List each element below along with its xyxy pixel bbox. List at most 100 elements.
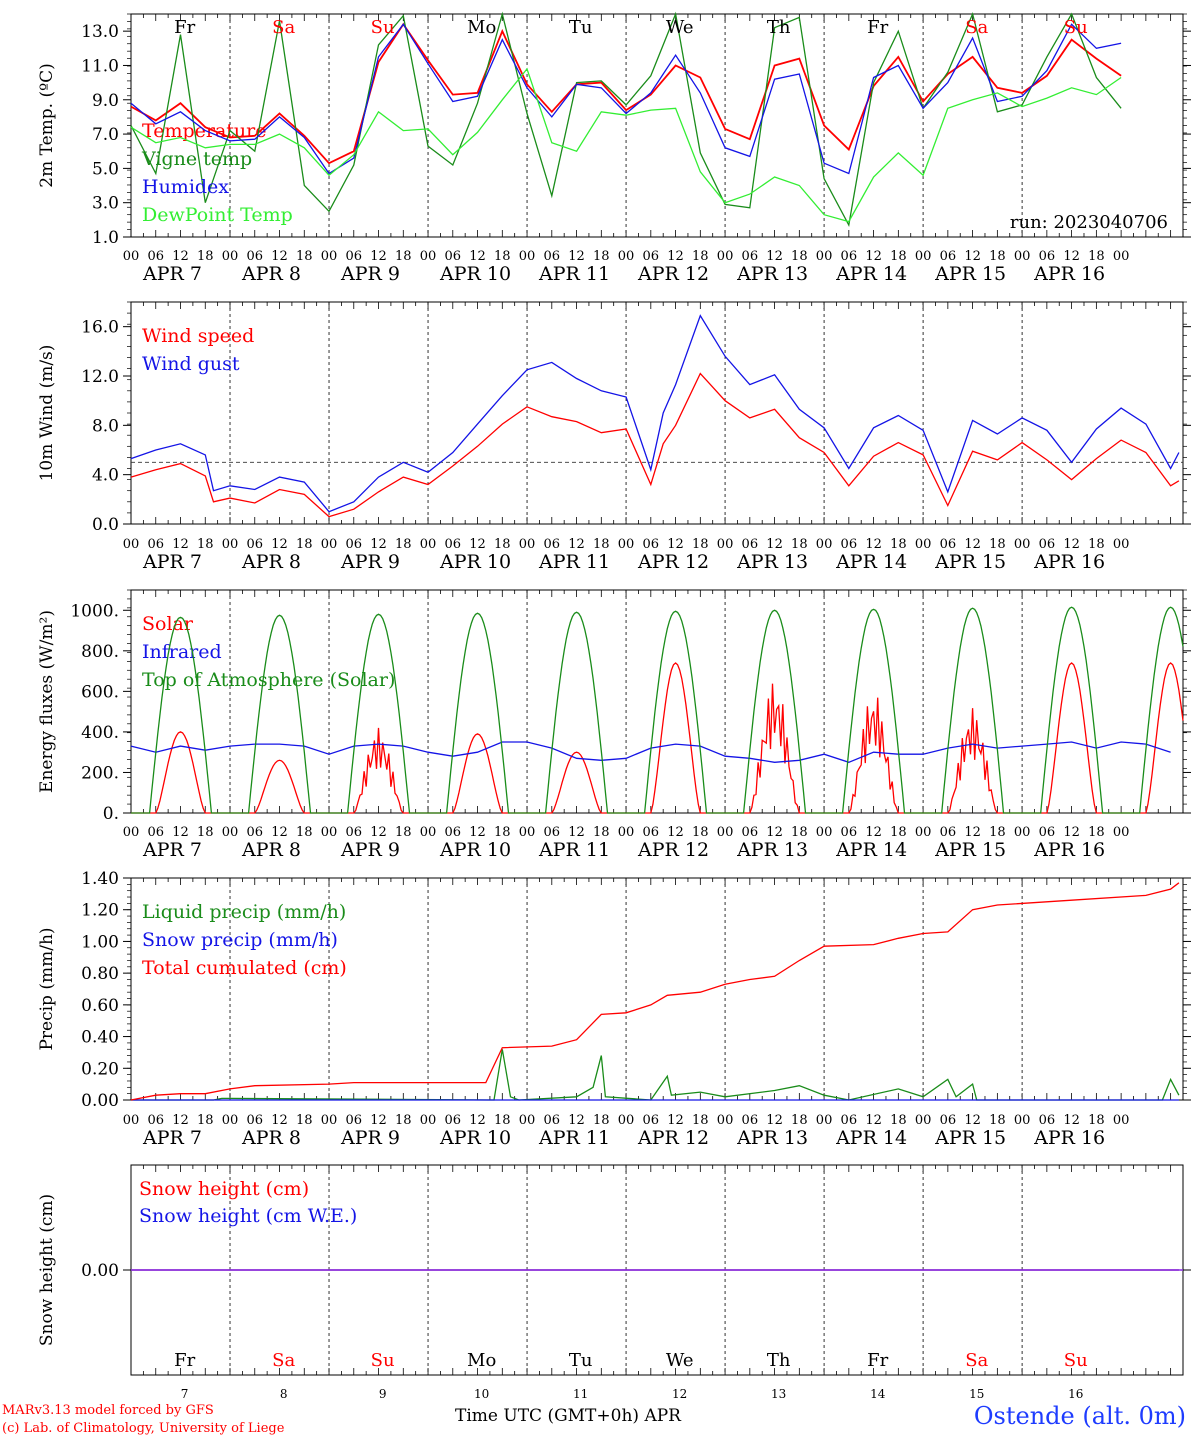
hour-tick-label: 12 [172, 537, 189, 552]
hour-tick-label: 12 [370, 537, 387, 552]
hour-tick-label: 18 [296, 249, 313, 264]
hour-tick-label: 06 [246, 537, 263, 552]
day-number: 11 [573, 1387, 588, 1401]
day-name-bottom: Mo [467, 1350, 496, 1371]
hour-tick-label: 00 [1113, 825, 1130, 840]
y-tick-label: 7.0 [92, 125, 119, 145]
day-name-bottom: We [666, 1350, 694, 1371]
hour-tick-label: 12 [1063, 825, 1080, 840]
hour-tick-label: 00 [1014, 249, 1031, 264]
hour-tick-label: 00 [519, 1113, 536, 1128]
hour-tick-label: 18 [395, 249, 412, 264]
hour-tick-label: 12 [964, 1113, 981, 1128]
date-label: APR 10 [439, 1127, 511, 1149]
hour-tick-label: 00 [618, 249, 635, 264]
hour-tick-label: 18 [890, 537, 907, 552]
y-tick-label: 1.0 [92, 228, 119, 248]
hour-tick-label: 00 [618, 825, 635, 840]
y-tick-label: 200. [81, 763, 119, 783]
hour-tick-label: 06 [246, 825, 263, 840]
run-annotation: run: 2023040706 [1010, 212, 1168, 233]
date-label: APR 14 [835, 839, 907, 861]
hour-tick-label: 18 [1088, 249, 1105, 264]
hour-tick-label: 00 [1014, 1113, 1031, 1128]
hour-tick-label: 06 [1039, 537, 1056, 552]
hour-tick-label: 12 [469, 825, 486, 840]
hour-tick-label: 18 [989, 1113, 1006, 1128]
hour-tick-label: 00 [222, 249, 239, 264]
hour-tick-label: 00 [816, 249, 833, 264]
hour-tick-label: 18 [296, 1113, 313, 1128]
hour-tick-label: 18 [791, 825, 808, 840]
hour-tick-label: 00 [321, 825, 338, 840]
date-label: APR 12 [637, 551, 709, 573]
hour-tick-label: 00 [222, 537, 239, 552]
hour-tick-label: 06 [346, 1113, 363, 1128]
day-name-top: Fr [174, 17, 195, 38]
hour-tick-label: 00 [915, 1113, 932, 1128]
date-label: APR 7 [142, 1127, 202, 1149]
day-name-top: Sa [272, 17, 295, 38]
y-axis-label: 2m Temp. (ºC) [37, 63, 57, 188]
hour-tick-label: 12 [271, 1113, 288, 1128]
hour-tick-label: 12 [667, 1113, 684, 1128]
legend-snow-height-cm: Snow height (cm) [139, 1178, 309, 1200]
hour-tick-label: 06 [841, 825, 858, 840]
hour-tick-label: 12 [469, 1113, 486, 1128]
hour-tick-label: 06 [147, 825, 164, 840]
date-label: APR 12 [637, 839, 709, 861]
hour-tick-label: 06 [346, 537, 363, 552]
hour-tick-label: 00 [618, 537, 635, 552]
hour-tick-label: 06 [346, 249, 363, 264]
date-label: APR 9 [340, 551, 400, 573]
legend-total-cumulated-cm: Total cumulated (cm) [142, 957, 347, 979]
y-tick-label: 13.0 [81, 22, 119, 42]
hour-tick-label: 06 [346, 825, 363, 840]
hour-tick-label: 06 [643, 537, 660, 552]
legend-wind-speed: Wind speed [142, 325, 254, 347]
legend-vigne-temp: Vigne temp [141, 148, 252, 170]
series-line-red [130, 372, 1180, 518]
hour-tick-label: 06 [1039, 825, 1056, 840]
hour-tick-label: 12 [370, 249, 387, 264]
date-label: APR 11 [538, 1127, 610, 1149]
hour-tick-label: 06 [246, 249, 263, 264]
date-label: APR 8 [241, 263, 301, 285]
hour-tick-label: 18 [593, 537, 610, 552]
hour-tick-label: 00 [123, 537, 140, 552]
date-label: APR 14 [835, 551, 907, 573]
series-line-blue [130, 23, 1122, 175]
legend-wind-gust: Wind gust [142, 353, 240, 375]
hour-tick-label: 06 [841, 537, 858, 552]
hour-tick-label: 12 [1063, 249, 1080, 264]
hour-tick-label: 00 [1014, 537, 1031, 552]
y-tick-label: 0.0 [92, 515, 119, 535]
y-tick-label: 0.20 [81, 1059, 119, 1079]
hour-tick-label: 12 [271, 537, 288, 552]
date-label: APR 15 [934, 263, 1006, 285]
station-name: Ostende (alt. 0m) [973, 1402, 1186, 1430]
hour-tick-label: 00 [222, 825, 239, 840]
day-name-top: Mo [467, 17, 496, 38]
hour-tick-label: 06 [445, 1113, 462, 1128]
legend-snow-precip-mm-h: Snow precip (mm/h) [142, 929, 338, 951]
hour-tick-label: 00 [420, 825, 437, 840]
legend-snow-height-cm-w-e: Snow height (cm W.E.) [139, 1205, 357, 1227]
hour-tick-label: 00 [123, 249, 140, 264]
date-label: APR 13 [736, 1127, 808, 1149]
date-label: APR 10 [439, 839, 511, 861]
series-line-blue [130, 314, 1180, 513]
hour-tick-label: 12 [568, 1113, 585, 1128]
hour-tick-label: 00 [915, 825, 932, 840]
hour-tick-label: 12 [568, 537, 585, 552]
hour-tick-label: 06 [147, 537, 164, 552]
legend-infrared: Infrared [142, 641, 222, 663]
legend-solar: Solar [142, 613, 194, 635]
hour-tick-label: 06 [643, 1113, 660, 1128]
hour-tick-label: 18 [197, 537, 214, 552]
date-label: APR 11 [538, 839, 610, 861]
legend-humidex: Humidex [142, 176, 229, 198]
hour-tick-label: 18 [494, 1113, 511, 1128]
hour-tick-label: 12 [766, 825, 783, 840]
